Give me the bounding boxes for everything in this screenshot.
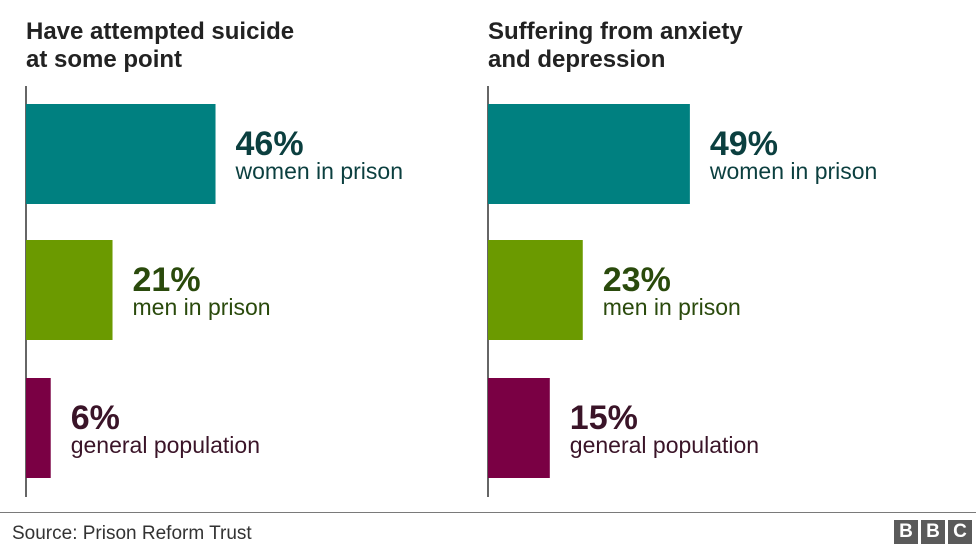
category-label: women in prison [709,158,877,184]
bar-women-in-prison [26,104,216,204]
chart-panel-suicide: Have attempted suicide at some point 46%… [0,0,470,500]
value-label: 21% [133,261,201,299]
bar-men-in-prison [488,240,583,340]
category-label: general population [570,432,759,458]
bar-women-in-prison [488,104,690,204]
value-label: 23% [603,261,671,299]
bbc-logo: B B C [894,520,972,544]
source-note: Source: Prison Reform Trust [12,523,252,544]
footer-divider [0,512,976,513]
logo-letter: C [948,520,972,544]
chart-panel-anxiety: Suffering from anxiety and depression 49… [462,0,976,500]
bar-general-population [488,378,550,478]
chart-title: Suffering from anxiety and depression [488,18,743,73]
bar-men-in-prison [26,240,113,340]
chart-title: Have attempted suicide at some point [26,18,295,73]
category-label: men in prison [133,294,271,320]
category-label: men in prison [603,294,741,320]
bar-general-population [26,378,51,478]
value-label: 46% [236,125,304,163]
logo-letter: B [894,520,918,544]
logo-letter: B [921,520,945,544]
category-label: women in prison [235,158,403,184]
bar-chart-suicide: 46%women in prison 21%men in prison 6%gene… [25,86,403,497]
category-label: general population [71,432,260,458]
value-label: 15% [570,399,638,437]
value-label: 49% [710,125,778,163]
value-label: 6% [71,399,120,437]
bar-chart-anxiety: 49%women in prison 23%men in prison 15%gen… [487,86,877,497]
